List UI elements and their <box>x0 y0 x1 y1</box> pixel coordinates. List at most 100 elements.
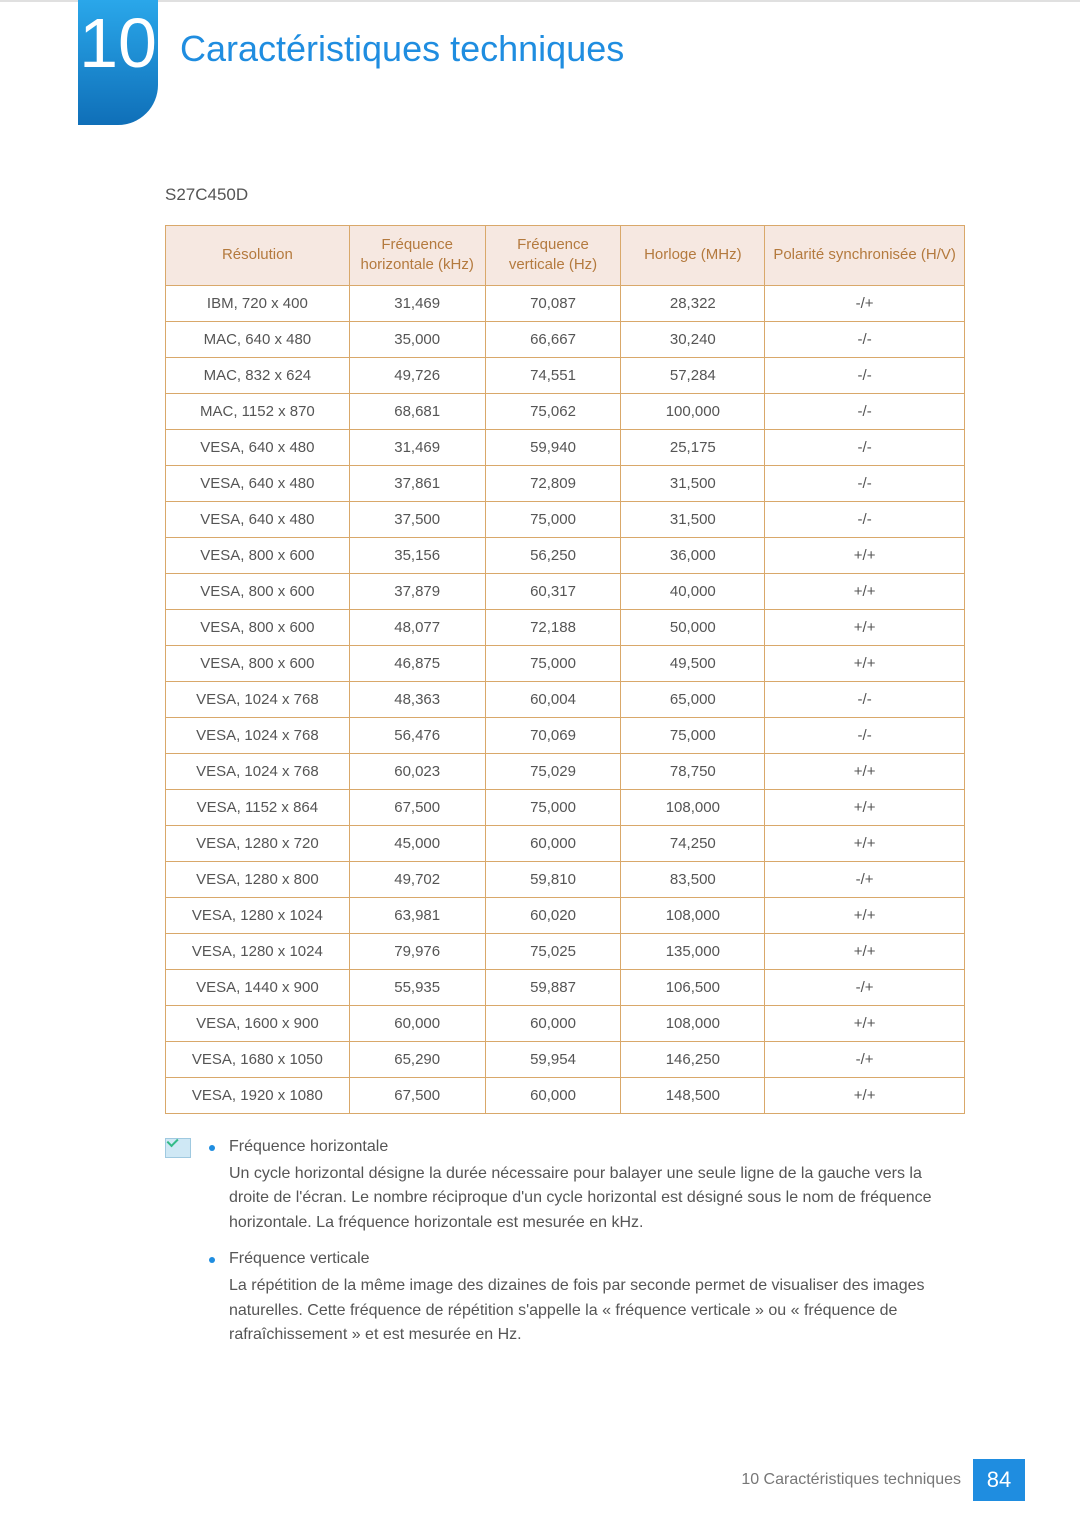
table-cell: -/- <box>765 717 965 753</box>
table-row: VESA, 1024 x 76856,47670,06975,000-/- <box>166 717 965 753</box>
table-cell: +/+ <box>765 1005 965 1041</box>
note-item: Fréquence verticale La répétition de la m… <box>209 1250 965 1348</box>
table-cell: 106,500 <box>621 969 765 1005</box>
table-cell: 31,469 <box>349 285 485 321</box>
spec-table: Résolution Fréquence horizontale (kHz) F… <box>165 225 965 1114</box>
table-cell: 68,681 <box>349 393 485 429</box>
table-cell: +/+ <box>765 1077 965 1113</box>
table-cell: 63,981 <box>349 897 485 933</box>
table-cell: VESA, 1024 x 768 <box>166 717 350 753</box>
table-cell: 75,000 <box>485 789 621 825</box>
table-cell: VESA, 640 x 480 <box>166 501 350 537</box>
table-cell: VESA, 800 x 600 <box>166 609 350 645</box>
table-cell: 49,726 <box>349 357 485 393</box>
footer-text: 10 Caractéristiques techniques <box>741 1459 973 1501</box>
table-cell: -/- <box>765 465 965 501</box>
col-polarity: Polarité synchronisée (H/V) <box>765 226 965 286</box>
table-cell: 57,284 <box>621 357 765 393</box>
table-cell: 36,000 <box>621 537 765 573</box>
table-cell: 31,500 <box>621 465 765 501</box>
table-cell: 46,875 <box>349 645 485 681</box>
table-cell: +/+ <box>765 825 965 861</box>
table-cell: -/- <box>765 429 965 465</box>
table-cell: 108,000 <box>621 897 765 933</box>
col-vfreq: Fréquence verticale (Hz) <box>485 226 621 286</box>
table-cell: 59,940 <box>485 429 621 465</box>
table-row: VESA, 1024 x 76860,02375,02978,750+/+ <box>166 753 965 789</box>
table-cell: 75,000 <box>485 645 621 681</box>
table-row: VESA, 1024 x 76848,36360,00465,000-/- <box>166 681 965 717</box>
table-cell: 60,317 <box>485 573 621 609</box>
table-row: VESA, 1600 x 90060,00060,000108,000+/+ <box>166 1005 965 1041</box>
table-cell: 59,810 <box>485 861 621 897</box>
table-header-row: Résolution Fréquence horizontale (kHz) F… <box>166 226 965 286</box>
col-hfreq: Fréquence horizontale (kHz) <box>349 226 485 286</box>
footer: 10 Caractéristiques techniques 84 <box>741 1459 1025 1501</box>
table-cell: +/+ <box>765 645 965 681</box>
table-cell: 75,062 <box>485 393 621 429</box>
note-list: Fréquence horizontaleUn cycle horizontal… <box>209 1138 965 1363</box>
table-cell: -/- <box>765 321 965 357</box>
table-cell: 28,322 <box>621 285 765 321</box>
notes-block: Fréquence horizontaleUn cycle horizontal… <box>165 1138 965 1363</box>
table-cell: 60,000 <box>485 1077 621 1113</box>
table-row: VESA, 640 x 48037,50075,00031,500-/- <box>166 501 965 537</box>
table-cell: 56,250 <box>485 537 621 573</box>
table-cell: VESA, 800 x 600 <box>166 537 350 573</box>
table-cell: 100,000 <box>621 393 765 429</box>
table-cell: 70,069 <box>485 717 621 753</box>
table-cell: 59,954 <box>485 1041 621 1077</box>
table-cell: IBM, 720 x 400 <box>166 285 350 321</box>
table-cell: VESA, 1280 x 1024 <box>166 897 350 933</box>
table-row: VESA, 1280 x 102463,98160,020108,000+/+ <box>166 897 965 933</box>
note-term: Fréquence verticale <box>229 1250 965 1268</box>
footer-page-number: 84 <box>973 1459 1025 1501</box>
table-cell: VESA, 1600 x 900 <box>166 1005 350 1041</box>
table-cell: -/+ <box>765 1041 965 1077</box>
table-cell: VESA, 1024 x 768 <box>166 753 350 789</box>
page: 10 Caractéristiques techniques S27C450D … <box>0 0 1080 1527</box>
table-cell: MAC, 832 x 624 <box>166 357 350 393</box>
table-row: VESA, 1280 x 102479,97675,025135,000+/+ <box>166 933 965 969</box>
table-cell: 67,500 <box>349 1077 485 1113</box>
table-cell: VESA, 1280 x 720 <box>166 825 350 861</box>
table-cell: +/+ <box>765 753 965 789</box>
table-cell: 70,087 <box>485 285 621 321</box>
table-cell: 75,029 <box>485 753 621 789</box>
table-cell: 60,000 <box>485 825 621 861</box>
col-resolution: Résolution <box>166 226 350 286</box>
table-cell: VESA, 1920 x 1080 <box>166 1077 350 1113</box>
table-cell: -/- <box>765 357 965 393</box>
table-cell: 35,000 <box>349 321 485 357</box>
table-row: IBM, 720 x 40031,46970,08728,322-/+ <box>166 285 965 321</box>
note-item: Fréquence horizontaleUn cycle horizontal… <box>209 1138 965 1236</box>
note-body: La répétition de la même image des dizai… <box>229 1274 965 1348</box>
table-row: VESA, 1680 x 105065,29059,954146,250-/+ <box>166 1041 965 1077</box>
col-clock: Horloge (MHz) <box>621 226 765 286</box>
table-cell: 40,000 <box>621 573 765 609</box>
table-row: MAC, 640 x 48035,00066,66730,240-/- <box>166 321 965 357</box>
table-cell: 60,000 <box>349 1005 485 1041</box>
table-cell: 37,500 <box>349 501 485 537</box>
table-cell: 50,000 <box>621 609 765 645</box>
table-cell: MAC, 640 x 480 <box>166 321 350 357</box>
note-body: Un cycle horizontal désigne la durée néc… <box>229 1162 965 1236</box>
header-band: 10 Caractéristiques techniques <box>0 0 1080 125</box>
model-label: S27C450D <box>165 185 965 205</box>
table-row: VESA, 1152 x 86467,50075,000108,000+/+ <box>166 789 965 825</box>
chapter-number: 10 <box>79 8 157 78</box>
table-cell: 49,500 <box>621 645 765 681</box>
table-cell: VESA, 640 x 480 <box>166 465 350 501</box>
table-cell: 30,240 <box>621 321 765 357</box>
table-cell: -/- <box>765 393 965 429</box>
table-cell: 37,879 <box>349 573 485 609</box>
table-row: MAC, 1152 x 87068,68175,062100,000-/- <box>166 393 965 429</box>
table-cell: 79,976 <box>349 933 485 969</box>
table-cell: 60,004 <box>485 681 621 717</box>
table-cell: +/+ <box>765 609 965 645</box>
content: S27C450D Résolution Fréquence horizontal… <box>165 185 965 1362</box>
table-row: VESA, 640 x 48037,86172,80931,500-/- <box>166 465 965 501</box>
table-row: VESA, 800 x 60037,87960,31740,000+/+ <box>166 573 965 609</box>
table-cell: 59,887 <box>485 969 621 1005</box>
table-cell: 48,363 <box>349 681 485 717</box>
